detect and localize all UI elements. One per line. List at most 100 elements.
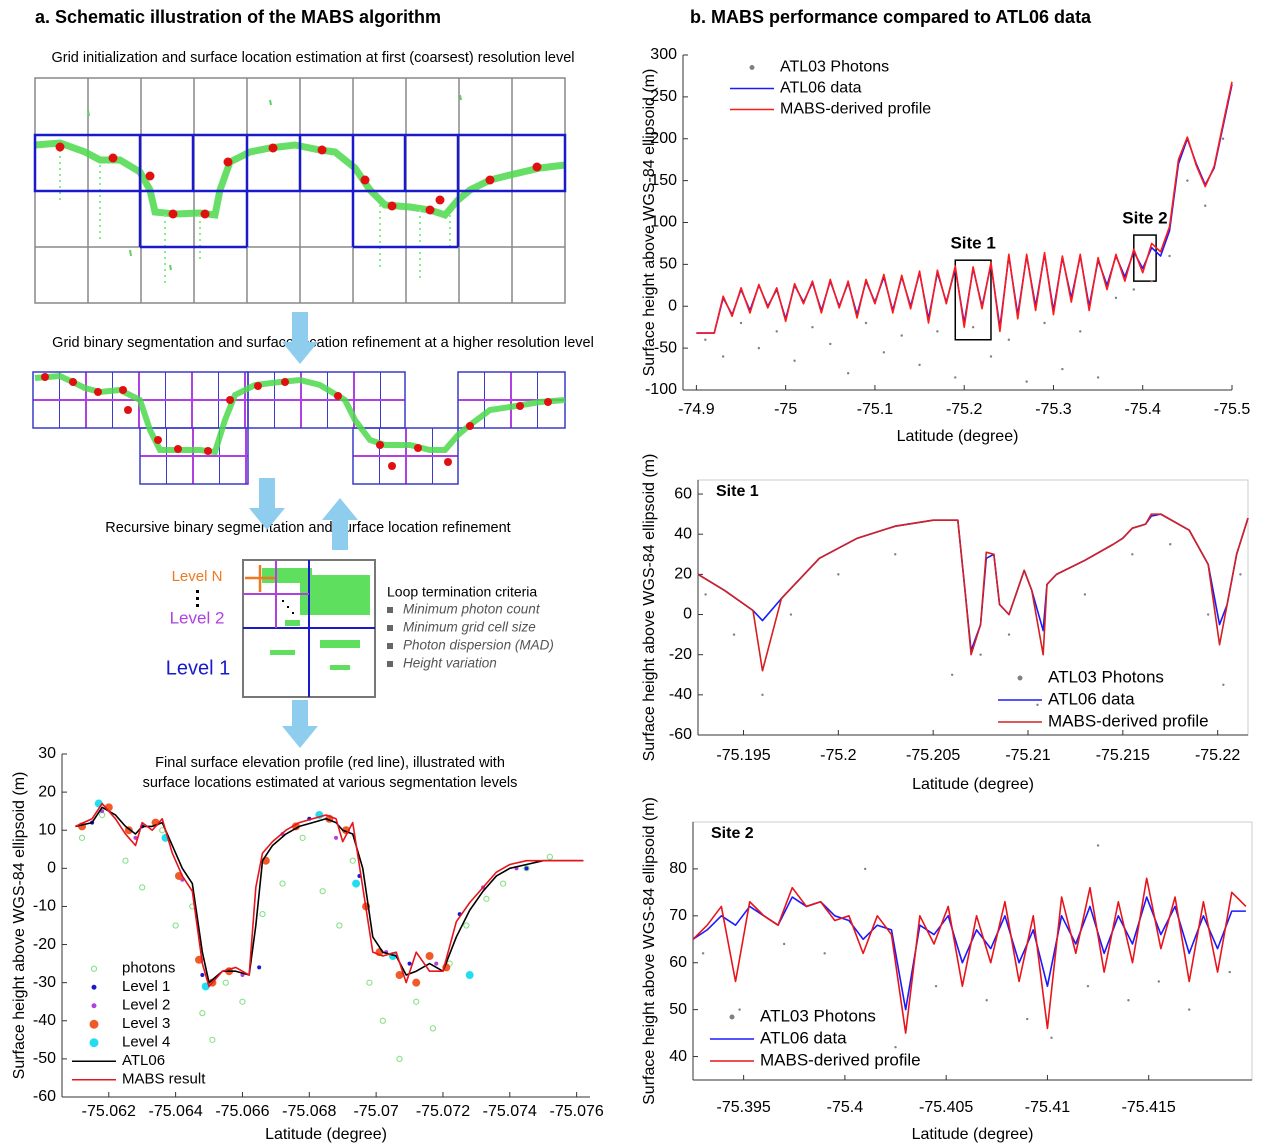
point (240, 999, 245, 1004)
point (776, 330, 778, 332)
criteria-item: Minimum grid cell size (403, 620, 536, 635)
legend-swatch (92, 1004, 96, 1008)
x-axis-label: Latitude (degree) (897, 428, 1019, 445)
point (1127, 999, 1129, 1001)
surface-dot (204, 447, 212, 455)
legend-label: ATL06 data (760, 1028, 847, 1047)
site-label: Site 2 (1122, 209, 1167, 228)
legend-label: Level 1 (122, 978, 170, 995)
plot-frame (698, 480, 1248, 735)
x-tick-label: -75.395 (717, 1099, 771, 1116)
y-tick-label: -10 (33, 898, 56, 915)
criteria-item: Minimum photon count (403, 602, 541, 617)
panel-title: a. Schematic illustration of the MABS al… (35, 7, 441, 27)
point (350, 858, 355, 863)
point (280, 881, 285, 886)
y-tick-label: -60 (669, 726, 692, 743)
legend-label: MABS-derived profile (1048, 711, 1209, 730)
point (704, 339, 706, 341)
x-tick-label: -74.9 (678, 401, 715, 418)
x-tick-label: -75.41 (1025, 1099, 1070, 1116)
series-line (696, 82, 1232, 333)
y-tick-label: 50 (659, 256, 677, 273)
point (1115, 297, 1117, 299)
point (894, 1046, 896, 1048)
point (257, 965, 261, 969)
x-tick-label: -75.205 (906, 747, 960, 764)
point (210, 1037, 215, 1042)
legend-label: Level 3 (122, 1015, 170, 1032)
y-tick-label: 70 (669, 907, 687, 924)
point (740, 322, 742, 324)
y-axis-label: Surface height above WGS-84 ellipsoid (m… (641, 69, 658, 377)
point (864, 868, 866, 870)
bullet (387, 625, 393, 631)
chart-title: Final surface elevation profile (red lin… (155, 755, 505, 771)
legend-label: ATL06 data (780, 80, 862, 97)
surface-dot (486, 176, 495, 185)
point (1158, 980, 1160, 982)
surface-dot (414, 444, 422, 452)
point (434, 962, 438, 966)
point (985, 999, 987, 1001)
point (829, 343, 831, 345)
chart: 4050607080-75.395-75.4-75.405-75.41-75.4… (641, 797, 1252, 1143)
surface-dot (169, 210, 178, 219)
point (1061, 368, 1063, 370)
y-tick-label: -40 (669, 686, 692, 703)
point (935, 985, 937, 987)
point (990, 355, 992, 357)
point (738, 1008, 740, 1010)
chart: -60-40-200204060-75.195-75.2-75.205-75.2… (641, 454, 1248, 794)
point (1097, 844, 1099, 846)
x-tick-label: -75.1 (857, 401, 894, 418)
legend-label: ATL03 Photons (1048, 667, 1164, 686)
series-line (698, 514, 1248, 671)
legend-label: MABS result (122, 1071, 206, 1088)
legend-label: ATL06 (122, 1052, 165, 1069)
chart: -100-50050100150200250300-74.9-75-75.1-7… (641, 46, 1250, 445)
photon-noise (60, 150, 450, 285)
point (426, 952, 434, 960)
legend-swatch (750, 66, 754, 70)
point (1239, 573, 1241, 575)
point (1222, 684, 1224, 686)
step-text: Grid initialization and surface location… (51, 50, 574, 66)
surface-dot (226, 396, 234, 404)
x-tick-label: -75.22 (1195, 747, 1240, 764)
surface-dot (201, 210, 210, 219)
surface-dot (281, 378, 289, 386)
legend-label: ATL03 Photons (760, 1006, 876, 1025)
y-tick-label: -100 (645, 381, 677, 398)
point (334, 836, 338, 840)
point (894, 553, 896, 555)
point (847, 372, 849, 374)
x-tick-label: -75.415 (1122, 1099, 1176, 1116)
point (223, 980, 228, 985)
surface-dot (533, 163, 542, 172)
point (408, 962, 412, 966)
legend-label: photons (122, 960, 175, 977)
point (793, 359, 795, 361)
surface-dot (318, 146, 327, 155)
point (547, 854, 552, 859)
point (1168, 255, 1170, 257)
point (466, 971, 474, 979)
x-tick-label: -75 (774, 401, 797, 418)
point (397, 1056, 402, 1061)
chart-title: Site 1 (716, 483, 759, 500)
y-tick-label: -20 (669, 646, 692, 663)
point (1186, 179, 1188, 181)
y-tick-label: 0 (47, 860, 56, 877)
point (761, 694, 763, 696)
point (1008, 633, 1010, 635)
bullet (387, 607, 393, 613)
x-axis-label: Latitude (degree) (265, 1126, 387, 1143)
point (704, 593, 706, 595)
y-tick-label: 30 (38, 745, 56, 762)
x-axis-label: Latitude (degree) (912, 776, 1034, 793)
legend-label: MABS-derived profile (780, 101, 931, 118)
surface-dot (466, 422, 474, 430)
surface-dot (224, 158, 233, 167)
criteria-item: Photon dispersion (MAD) (403, 638, 554, 653)
